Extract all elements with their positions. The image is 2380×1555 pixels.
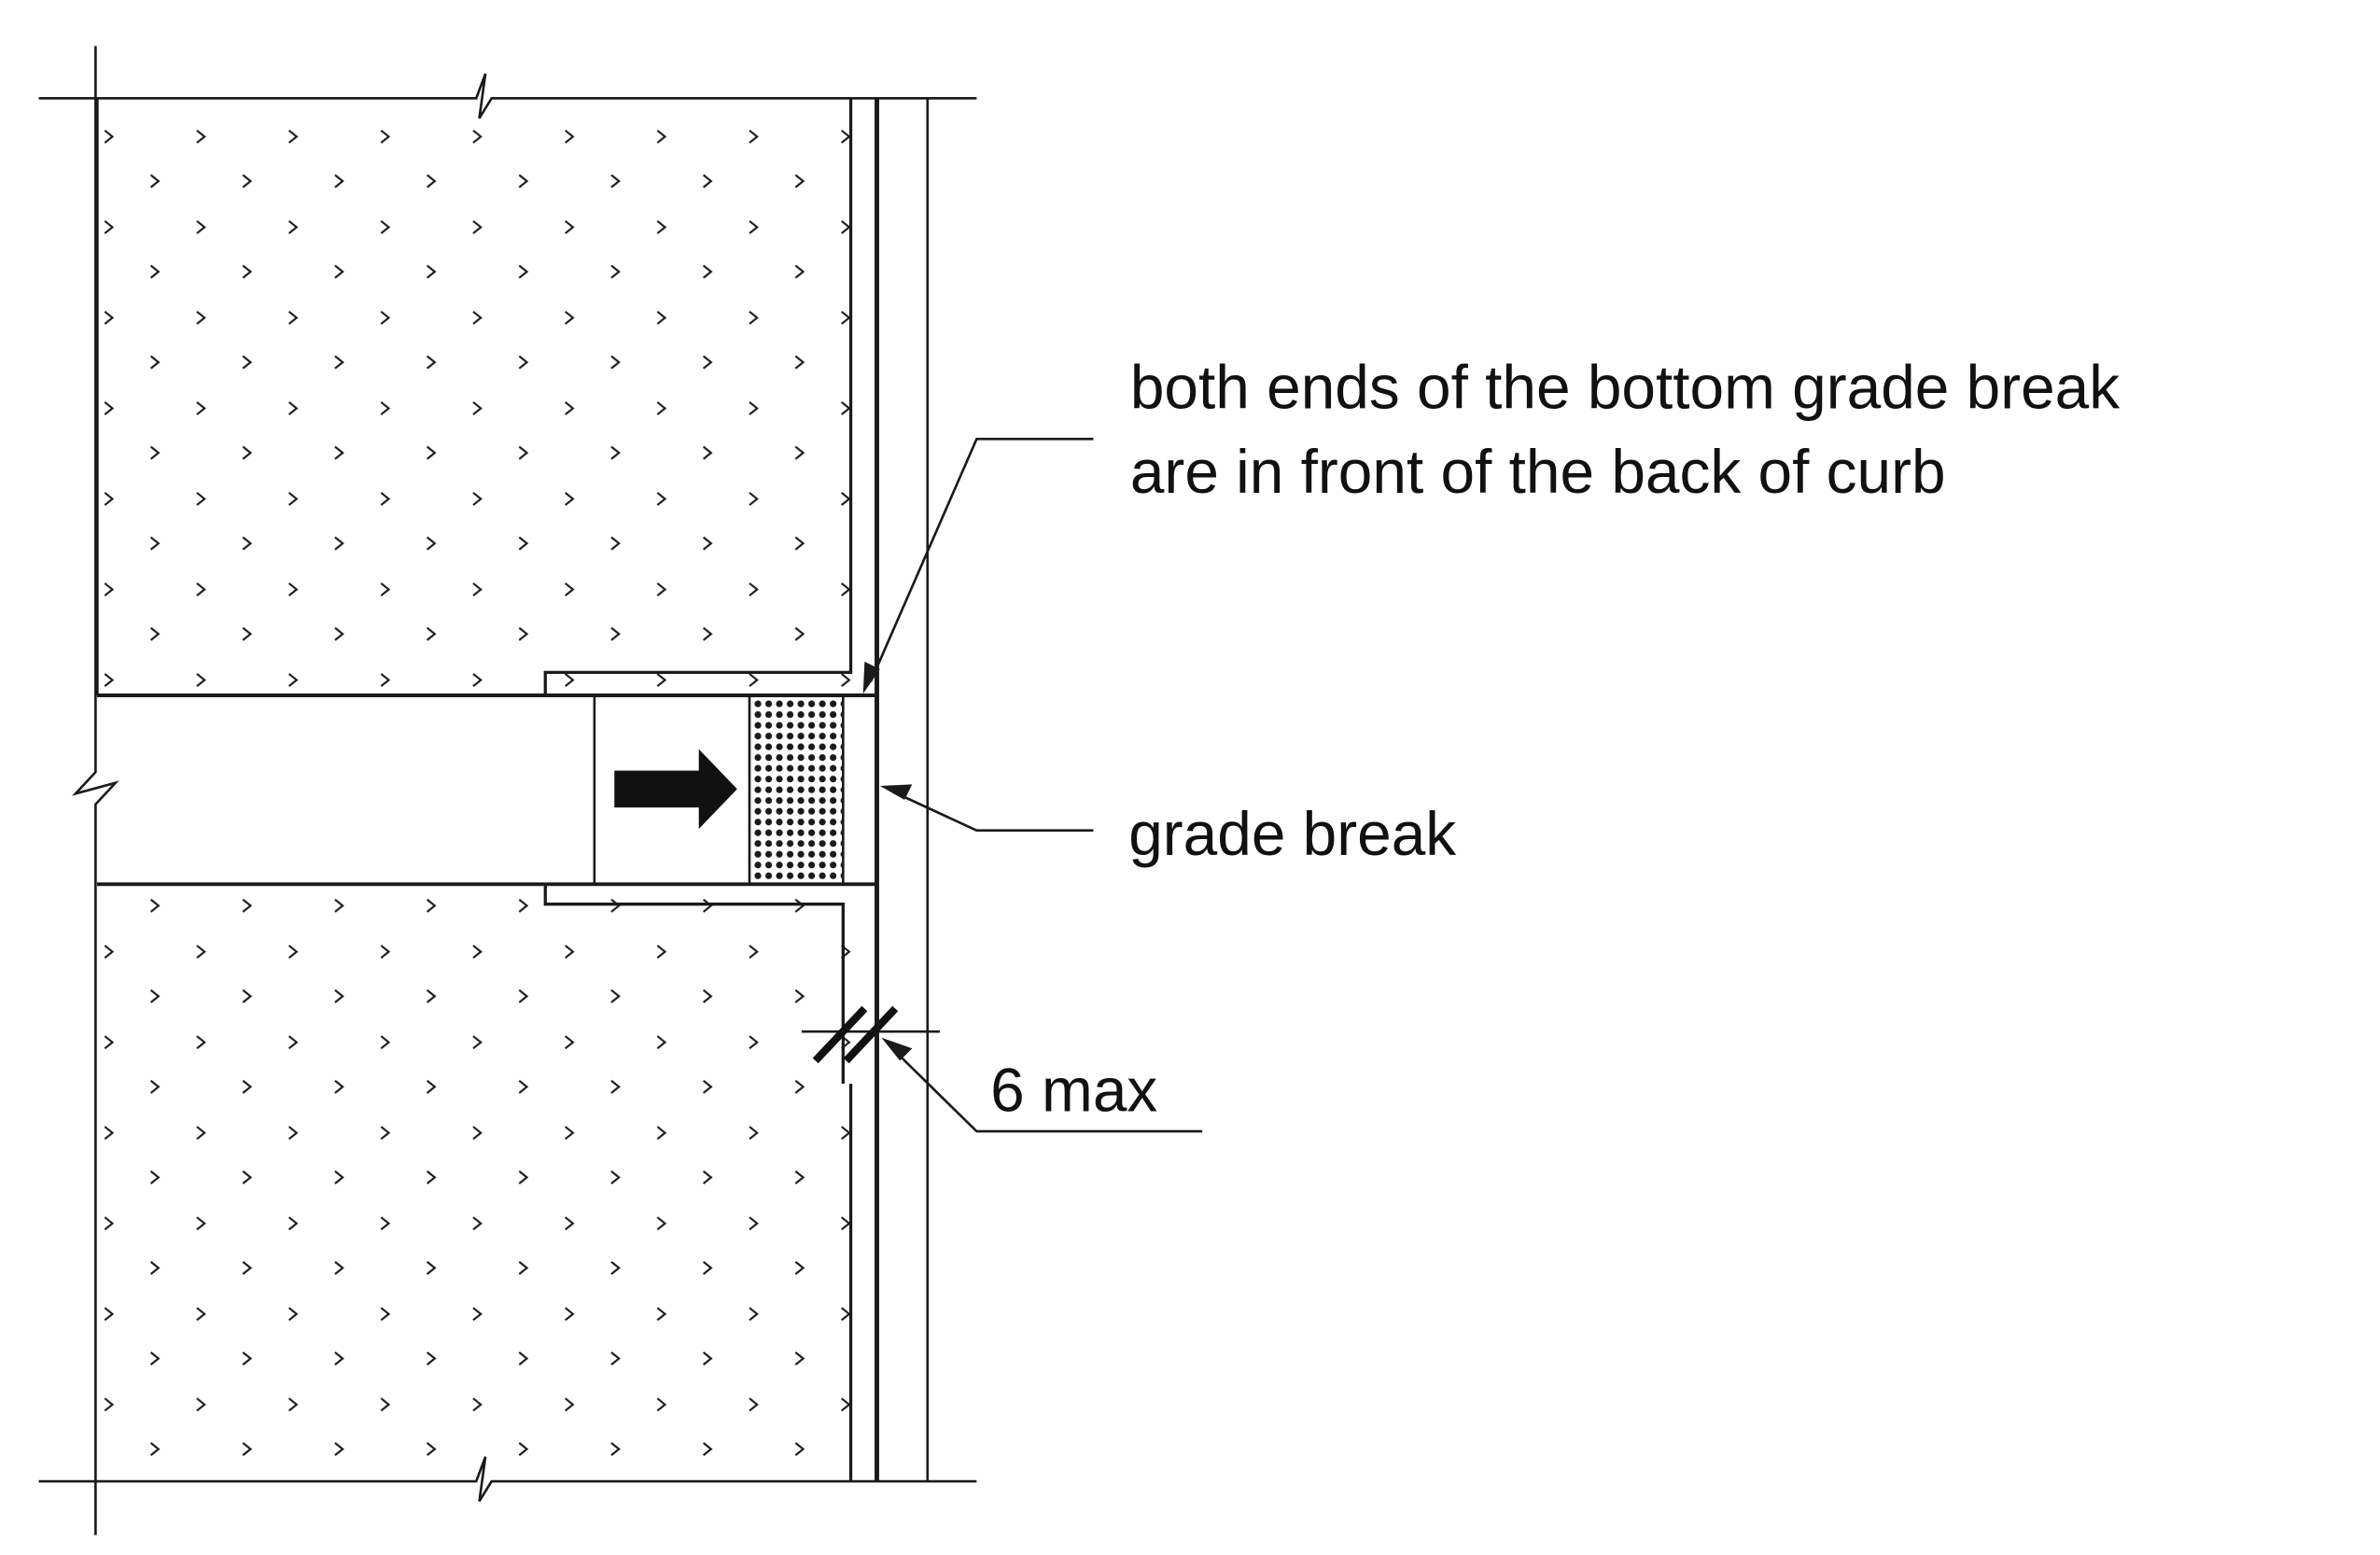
detectable-warning-surface [748, 695, 845, 885]
top-break-line [38, 73, 977, 119]
callout-grade-break: grade break [879, 784, 1456, 868]
callout-flare-max-label: 6 max [990, 1056, 1157, 1125]
callout-grade-break-label: grade break [1128, 799, 1456, 868]
upper-planting-strip [95, 98, 853, 696]
callout-flare-max: 6 max [801, 1005, 1203, 1133]
left-break-line [71, 46, 119, 1535]
dimension-tick-icon [812, 1005, 899, 1064]
lower-planting-strip [97, 884, 853, 1482]
curb [875, 98, 930, 1482]
callout-bottom-grade-break: both ends of the bottom grade break are … [862, 352, 2120, 694]
sidewalk [97, 693, 879, 887]
callout-bottom-grade-break-line1: both ends of the bottom grade break [1130, 352, 2120, 421]
bottom-break-line [38, 1456, 977, 1503]
callout-bottom-grade-break-line2: are in front of the back of curb [1130, 437, 1946, 506]
right-arrow-icon [614, 749, 737, 830]
